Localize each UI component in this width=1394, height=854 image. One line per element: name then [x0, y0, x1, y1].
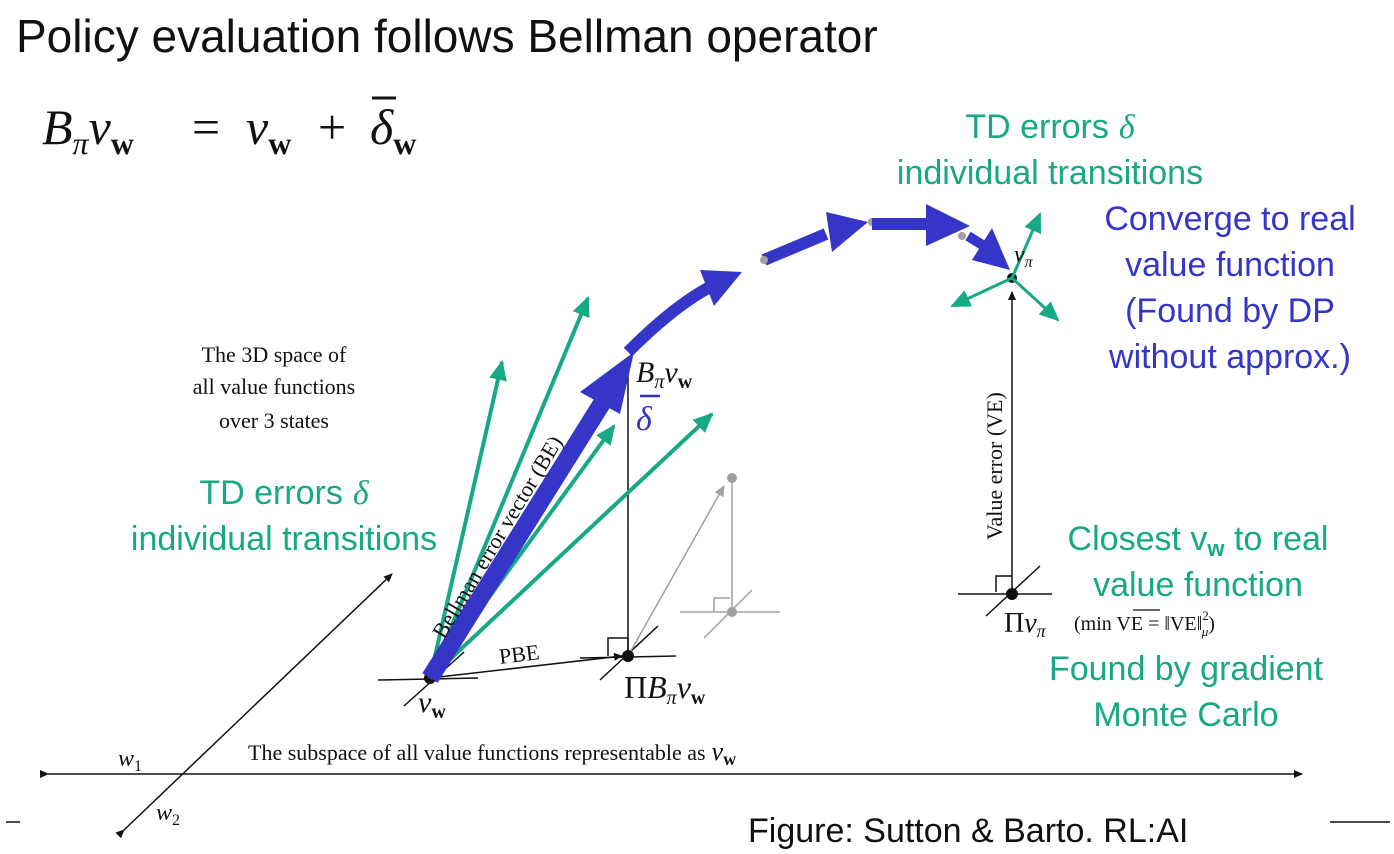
svg-text:δw: δw — [370, 99, 416, 161]
svg-text:δ: δ — [636, 401, 653, 438]
ve-label: Value error (VE) — [982, 392, 1007, 540]
td-arrows-vpi — [950, 212, 1060, 322]
pi-b-point — [622, 650, 634, 662]
iteration-path — [623, 204, 1010, 357]
svg-text:over 3 states: over 3 states — [219, 408, 329, 433]
slide-title: Policy evaluation follows Bellman operat… — [16, 10, 878, 62]
pi-vpi-point — [1006, 588, 1018, 600]
delta-bar-label: δ — [636, 394, 660, 438]
svg-text:=: = — [192, 99, 220, 155]
svg-text:value function: value function — [1125, 246, 1335, 284]
svg-text:Found by gradient: Found by gradient — [1049, 650, 1324, 688]
svg-text:Converge to real: Converge to real — [1104, 200, 1355, 238]
pbe-arrow — [429, 652, 623, 679]
pi-vpi-label: Πvπ (min VE = ‖VE‖2 μ) — [1004, 608, 1215, 641]
pbe-label: PBE — [498, 639, 541, 669]
svg-text:+: + — [318, 99, 346, 155]
svg-text:Monte Carlo: Monte Carlo — [1093, 696, 1278, 734]
converge-annotation: Converge to real value function (Found b… — [1104, 200, 1355, 376]
svg-text:all value functions: all value functions — [193, 374, 356, 399]
be-vector-arrow — [422, 352, 634, 683]
subspace-label: The subspace of all value functions repr… — [248, 737, 736, 769]
pi-b-vw-label: ΠBπvw — [624, 669, 706, 709]
w2-axis — [115, 573, 393, 839]
svg-text:individual transitions: individual transitions — [897, 154, 1203, 192]
svg-text:individual transitions: individual transitions — [131, 520, 437, 558]
gray-construction — [627, 473, 780, 657]
td-annotation-top: TD errors δ individual transitions — [897, 108, 1203, 192]
svg-text:The 3D space of: The 3D space of — [202, 342, 347, 367]
td-annotation-left: TD errors δ individual transitions — [131, 474, 437, 558]
svg-text:value function: value function — [1093, 566, 1303, 604]
be-label: Bellman error vector (BE) — [427, 431, 568, 642]
svg-text:Closest vw to real: Closest vw to real — [1068, 520, 1329, 561]
w1-label: w1 — [118, 746, 142, 775]
bellman-equation: Bπvw = vw + δw — [42, 96, 416, 161]
vw-label: vw — [418, 686, 446, 723]
svg-text:Bπvw: Bπvw — [42, 99, 134, 161]
w2-label: w2 — [156, 800, 180, 829]
gradient-annotation: Found by gradient Monte Carlo — [1049, 650, 1324, 734]
svg-text:(Found by DP: (Found by DP — [1125, 292, 1335, 330]
svg-text:(min VE = ‖VE‖2μ): (min VE = ‖VE‖2 μ) — [1074, 608, 1215, 639]
svg-text:without approx.): without approx.) — [1108, 338, 1351, 376]
space-label: The 3D space of all value functions over… — [193, 342, 356, 433]
figure-caption: Figure: Sutton & Barto. RL:AI — [748, 812, 1188, 850]
closest-annotation: Closest vw to real value function — [1068, 520, 1329, 604]
bpi-vw-label: Bπvw — [636, 356, 693, 393]
svg-text:Πvπ: Πvπ — [1004, 608, 1047, 641]
vpi-label: vπ — [1014, 242, 1034, 271]
svg-text:vw: vw — [246, 99, 291, 161]
